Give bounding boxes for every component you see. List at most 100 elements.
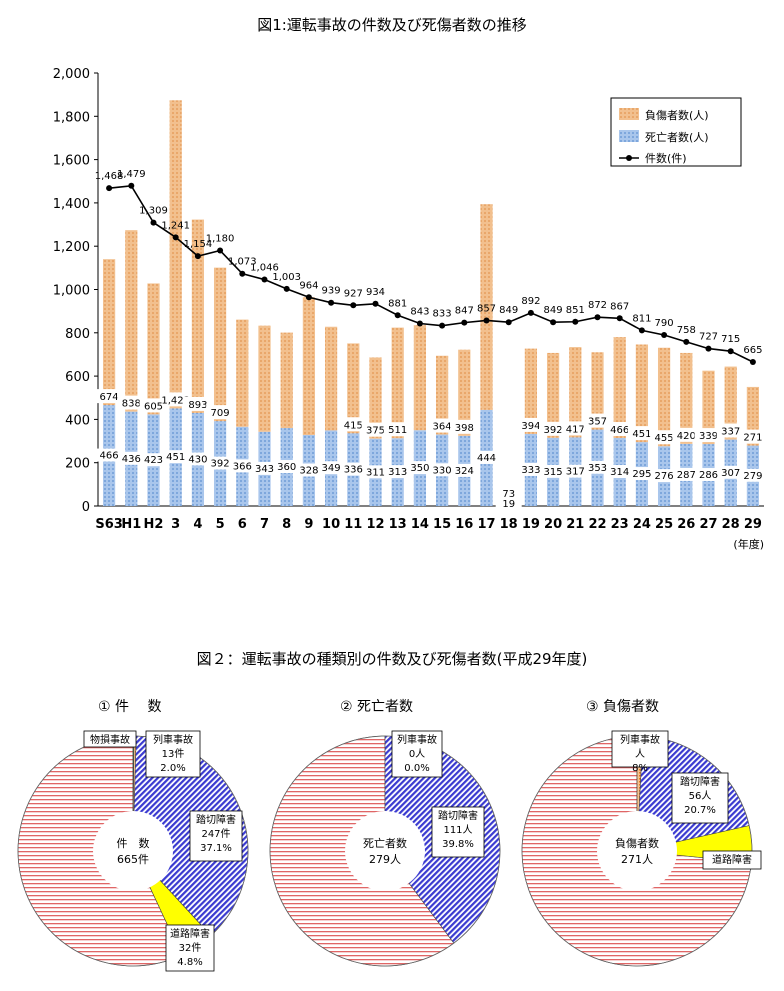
callout-text: 13件	[162, 748, 185, 760]
count-point	[217, 247, 224, 254]
injuries-label: 394	[521, 421, 540, 432]
count-point	[194, 253, 201, 260]
x-tick-label: 8	[282, 517, 291, 532]
label-bg	[583, 413, 612, 428]
label-bg	[561, 421, 590, 436]
y-tick-label: 0	[82, 500, 90, 515]
callout-text: 踏切障害	[680, 775, 720, 788]
deaths-label: 330	[433, 465, 452, 476]
label-bg	[738, 429, 767, 444]
count-label: 1,241	[161, 220, 190, 231]
bar-injuries	[147, 283, 160, 415]
label-bg	[650, 430, 679, 445]
count-point	[283, 285, 290, 292]
injuries-label: 605	[144, 401, 163, 412]
label-bg	[207, 456, 234, 470]
callout-text: 0.0%	[404, 763, 429, 774]
label-bg	[162, 450, 189, 464]
count-label: 1,003	[272, 272, 301, 283]
count-label: 715	[721, 334, 740, 345]
injuries-label: 337	[721, 427, 740, 438]
x-tick-label: 15	[433, 517, 451, 532]
callout-text: 37.1%	[200, 843, 232, 854]
y-tick-label: 1,600	[53, 154, 90, 169]
label-bg	[295, 463, 322, 477]
count-label: 727	[699, 332, 718, 343]
pie-center-label: 665件	[117, 853, 149, 866]
bar-injuries	[191, 219, 205, 413]
x-tick-label: 5	[216, 517, 225, 532]
injuries-label: 511	[388, 425, 407, 436]
callout-text: 8%	[632, 763, 648, 774]
label-bg	[584, 460, 611, 474]
x-tick-label: 25	[655, 517, 673, 532]
deaths-label: 287	[677, 470, 696, 481]
x-tick-label: 24	[633, 517, 651, 532]
bar-injuries	[569, 347, 582, 438]
label-bg	[606, 465, 633, 479]
callout-text: 道路障害	[170, 927, 210, 940]
deaths-label: 19	[502, 499, 515, 510]
count-label: 1,468	[95, 171, 124, 182]
count-point	[172, 234, 179, 241]
x-tick-label: 14	[411, 517, 429, 532]
count-label: 849	[499, 305, 518, 316]
deaths-label: 466	[100, 451, 119, 462]
x-tick-label: 11	[344, 517, 362, 532]
deaths-label: 353	[588, 463, 607, 474]
x-tick-label: 16	[455, 517, 473, 532]
callout-text: 4.8%	[177, 957, 202, 968]
pie-center-label: 件 数	[117, 837, 150, 850]
x-tick-label: 23	[611, 517, 629, 532]
count-point	[305, 294, 312, 301]
label-bg	[540, 464, 567, 478]
label-bg	[384, 465, 411, 479]
figure2-title: 図２：運転事故の種類別の件数及び死傷者数(平成29年度)	[196, 650, 588, 668]
count-point	[572, 318, 579, 325]
y-tick-label: 2,000	[53, 67, 90, 82]
label-bg	[139, 398, 168, 413]
pie-hole	[345, 811, 425, 891]
bar-injuries	[635, 344, 649, 443]
bar-injuries	[480, 204, 493, 410]
count-label: 1,154	[184, 239, 213, 250]
series-line-count	[109, 184, 754, 363]
deaths-label: 436	[122, 454, 141, 465]
label-bg	[96, 448, 123, 462]
count-label: 665	[743, 345, 762, 356]
count-label: 790	[655, 318, 674, 329]
label-bg	[451, 463, 478, 477]
year-unit: (年度)	[733, 537, 764, 551]
label-bg	[494, 485, 523, 500]
label-bg	[539, 421, 568, 436]
label-bg	[339, 417, 368, 432]
bar-injuries	[213, 267, 227, 422]
pie-center-label: 負傷者数	[615, 836, 659, 850]
callout-text: 物損事故	[90, 733, 130, 746]
label-bg	[673, 467, 700, 481]
x-tick-label: 18	[500, 517, 518, 532]
label-bg	[383, 422, 412, 437]
x-tick-label: 9	[304, 517, 313, 532]
count-label: 892	[521, 296, 540, 307]
label-bg	[206, 405, 235, 420]
deaths-label: 336	[344, 465, 363, 476]
injuries-label: 709	[211, 408, 230, 419]
callout-box	[671, 772, 729, 824]
count-label: 857	[477, 303, 496, 314]
count-label: 849	[544, 305, 563, 316]
count-label: 1,309	[139, 206, 168, 217]
label-bg	[251, 461, 278, 475]
callout-text: 列車事故	[153, 733, 193, 746]
bar-injuries	[391, 327, 404, 439]
injuries-label: 339	[699, 431, 718, 442]
count-point	[638, 327, 645, 334]
y-tick-label: 1,200	[53, 240, 90, 255]
x-tick-label: 10	[322, 517, 340, 532]
count-point	[372, 300, 379, 307]
injuries-label: 364	[433, 422, 452, 433]
x-tick-label: 4	[193, 517, 202, 532]
callout-text: 20.7%	[684, 805, 716, 816]
deaths-label: 333	[521, 465, 540, 476]
count-label: 964	[299, 280, 318, 291]
